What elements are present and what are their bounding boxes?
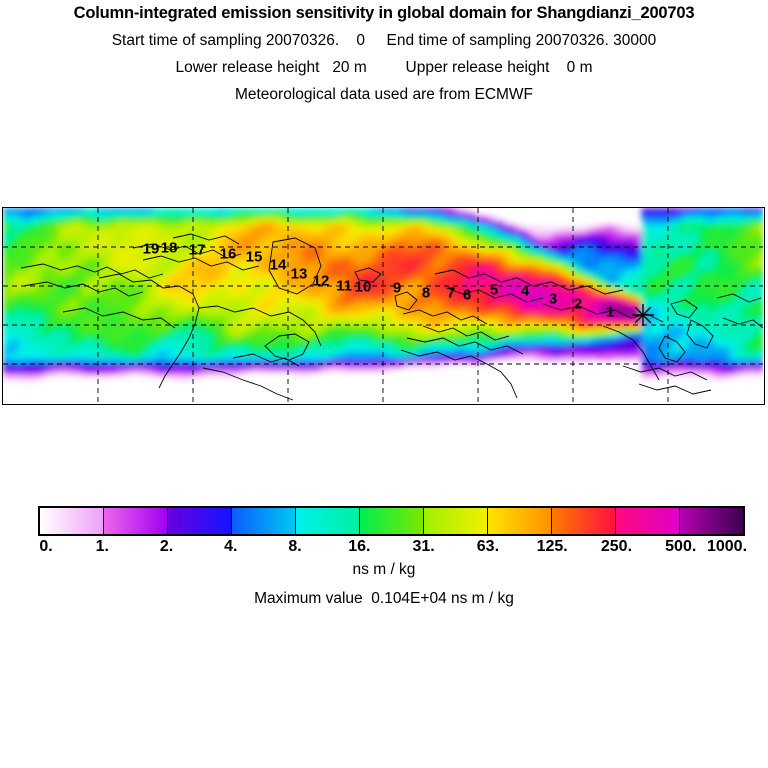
trajectory-day-label-16: 16: [219, 245, 237, 263]
trajectory-day-label-5: 5: [489, 281, 499, 299]
colorbar-segment-3: [232, 508, 296, 534]
trajectory-day-label-12: 12: [312, 272, 330, 290]
maximum-value-label: Maximum value 0.104E+04 ns m / kg: [254, 590, 514, 607]
colorbar-tick-labels: 0. 1. 2. 4. 8. 16. 31. 63. 125. 250. 500. 1000.: [0, 538, 768, 560]
trajectory-day-label-14: 14: [269, 256, 287, 274]
page-title: Column-integrated emission sensitivity i…: [73, 4, 695, 22]
trajectory-day-label-10: 10: [354, 278, 372, 296]
trajectory-day-label-1: 1: [605, 303, 615, 321]
colorbar-tick-0: 0.: [39, 538, 53, 555]
map-plot-panel: 19 18 17 16 15 14 13 12 11 10 9 8 7 6 5 4 3 2 1: [2, 207, 765, 405]
colorbar-segment-8: [552, 508, 616, 534]
release-heights-line: Lower release height 20 m Upper release …: [175, 59, 593, 76]
emission-sensitivity-heatmap: [3, 208, 763, 403]
colorbar-tick-7: 63.: [476, 538, 500, 555]
trajectory-day-label-6: 6: [462, 286, 472, 304]
colorbar-tick-1: 1.: [95, 538, 109, 555]
colorbar-segment-10: [680, 508, 743, 534]
trajectory-day-label-7: 7: [446, 284, 456, 302]
trajectory-day-label-2: 2: [573, 295, 583, 313]
trajectory-day-label-18: 18: [160, 239, 178, 257]
trajectory-day-label-11: 11: [336, 277, 352, 295]
trajectory-day-label-13: 13: [290, 265, 308, 283]
colorbar-segment-2: [168, 508, 232, 534]
trajectory-day-label-17: 17: [188, 241, 206, 259]
trajectory-day-label-3: 3: [548, 290, 558, 308]
colorbar-segment-1: [104, 508, 168, 534]
trajectory-day-label-4: 4: [520, 282, 530, 300]
colorbar-tick-9: 250.: [600, 538, 633, 555]
colorbar: [38, 506, 745, 536]
colorbar-tick-3: 4.: [224, 538, 238, 555]
trajectory-day-label-9: 9: [392, 279, 402, 297]
colorbar-tick-6: 31.: [412, 538, 435, 555]
colorbar-segment-7: [488, 508, 552, 534]
colorbar-segment-5: [360, 508, 424, 534]
colorbar-tick-2: 2.: [159, 538, 174, 555]
meteorology-line: Meteorological data used are from ECMWF: [234, 86, 534, 103]
colorbar-segment-6: [424, 508, 488, 534]
trajectory-day-label-19: 19: [142, 240, 160, 258]
trajectory-day-label-15: 15: [245, 248, 263, 266]
colorbar-tick-4: 8.: [288, 538, 302, 555]
sampling-times-line: Start time of sampling 20070326. 0 End t…: [111, 32, 657, 49]
colorbar-tick-11: 1000.: [706, 538, 748, 555]
colorbar-segment-9: [616, 508, 680, 534]
colorbar-tick-8: 125.: [536, 538, 568, 555]
trajectory-day-label-8: 8: [421, 284, 431, 302]
colorbar-tick-10: 500.: [665, 538, 697, 555]
colorbar-segment-0: [40, 508, 104, 534]
colorbar-tick-5: 16.: [348, 538, 371, 555]
colorbar-unit-label: ns m / kg: [352, 561, 416, 578]
colorbar-segment-4: [296, 508, 360, 534]
